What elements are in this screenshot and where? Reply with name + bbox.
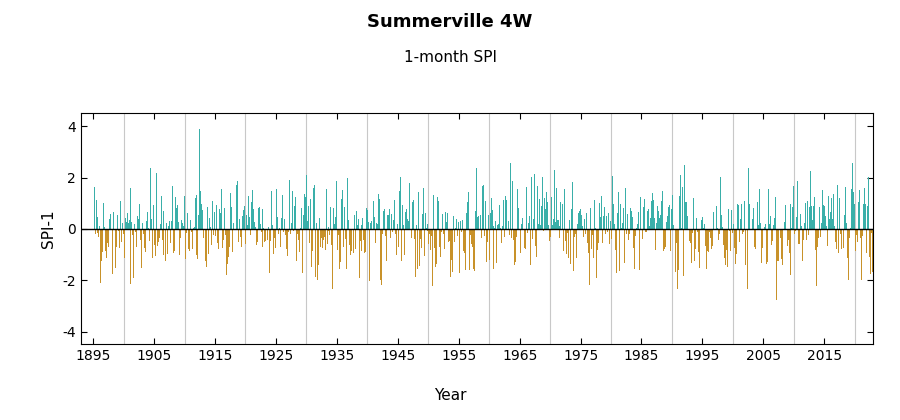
Text: 1-month SPI: 1-month SPI (403, 50, 497, 66)
Text: Year: Year (434, 388, 466, 403)
Text: Summerville 4W: Summerville 4W (367, 13, 533, 31)
Y-axis label: SPI-1: SPI-1 (40, 210, 56, 248)
